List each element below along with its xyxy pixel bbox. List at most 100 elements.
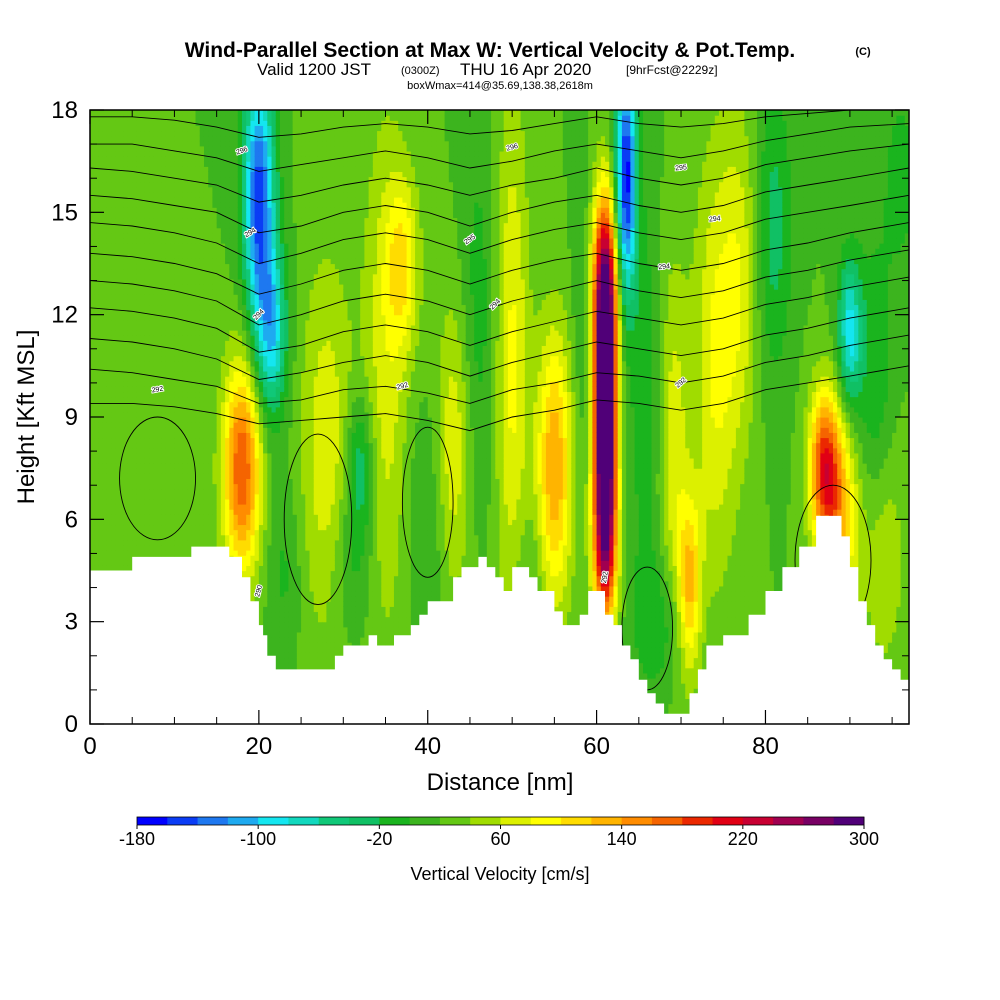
w-cell: [102, 555, 108, 561]
w-cell: [187, 248, 192, 254]
w-cell: [237, 289, 243, 295]
w-cell: [140, 550, 146, 556]
w-cell: [208, 227, 214, 234]
w-cell: [258, 283, 264, 290]
w-cell: [153, 186, 159, 193]
w-cell: [220, 156, 226, 162]
w-cell: [220, 473, 226, 479]
w-cell: [199, 161, 205, 167]
w-cell: [94, 550, 100, 556]
w-cell: [191, 381, 197, 387]
w-cell: [225, 319, 230, 326]
w-cell: [170, 550, 176, 556]
w-cell: [149, 447, 154, 454]
w-cell: [187, 156, 192, 162]
w-cell: [102, 135, 108, 142]
w-cell: [174, 335, 180, 341]
w-cell: [237, 110, 243, 116]
w-cell: [94, 196, 100, 203]
w-cell: [246, 304, 252, 311]
w-cell: [229, 529, 235, 536]
w-cell: [178, 376, 184, 382]
w-cell: [140, 422, 146, 428]
w-cell: [157, 509, 163, 515]
w-cell: [199, 145, 205, 152]
w-cell: [237, 370, 243, 377]
w-cell: [191, 207, 197, 213]
w-cell: [263, 596, 268, 602]
w-cell: [90, 125, 95, 132]
w-cell: [241, 529, 247, 536]
w-cell: [140, 432, 146, 439]
w-cell: [111, 483, 116, 490]
w-cell: [203, 463, 209, 469]
w-cell: [174, 452, 180, 459]
w-cell: [144, 478, 150, 485]
w-cell: [212, 498, 218, 505]
w-cell: [123, 437, 129, 444]
w-cell: [157, 294, 163, 300]
w-cell: [111, 442, 116, 449]
w-cell: [123, 181, 129, 188]
w-cell: [178, 452, 184, 459]
w-cell: [102, 253, 108, 259]
w-cell: [241, 406, 247, 413]
w-cell: [229, 120, 235, 126]
w-cell: [237, 498, 243, 505]
w-cell: [165, 248, 171, 254]
w-cell: [90, 524, 95, 531]
w-cell: [157, 248, 163, 254]
w-cell: [250, 565, 256, 572]
w-cell: [208, 422, 214, 428]
w-cell: [182, 227, 188, 234]
w-cell: [165, 509, 171, 515]
w-cell: [149, 130, 154, 137]
w-cell: [229, 539, 235, 546]
w-cell: [229, 110, 235, 116]
w-cell: [115, 186, 121, 193]
w-cell: [136, 406, 142, 413]
w-cell: [140, 544, 146, 551]
w-cell: [187, 171, 192, 178]
w-cell: [199, 186, 205, 193]
w-cell: [106, 309, 112, 316]
w-cell: [237, 386, 243, 393]
w-cell: [170, 468, 176, 474]
w-cell: [225, 294, 230, 300]
w-cell: [119, 350, 125, 357]
w-cell: [187, 447, 192, 454]
w-cell: [153, 145, 159, 152]
w-cell: [182, 289, 188, 295]
w-cell: [246, 539, 252, 546]
w-cell: [136, 161, 142, 167]
w-cell: [140, 289, 146, 295]
w-cell: [94, 237, 100, 244]
w-cell: [246, 181, 252, 188]
w-cell: [94, 381, 100, 387]
w-cell: [263, 585, 268, 592]
w-cell: [132, 509, 138, 515]
w-cell: [153, 314, 159, 321]
w-cell: [220, 411, 226, 418]
w-cell: [106, 544, 112, 551]
w-cell: [182, 324, 188, 331]
w-cell: [178, 273, 184, 280]
w-cell: [174, 503, 180, 510]
w-cell: [254, 278, 260, 285]
w-cell: [90, 140, 95, 147]
w-cell: [203, 391, 209, 398]
w-cell: [258, 442, 264, 449]
w-cell: [111, 417, 116, 423]
w-cell: [254, 468, 260, 474]
w-cell: [119, 289, 125, 295]
w-cell: [203, 278, 209, 285]
w-cell: [119, 207, 125, 213]
w-cell: [220, 529, 226, 536]
w-cell: [90, 156, 95, 162]
w-cell: [98, 115, 104, 121]
w-cell: [144, 432, 150, 439]
w-cell: [98, 386, 104, 393]
w-cell: [165, 391, 171, 398]
w-cell: [106, 176, 112, 183]
w-cell: [119, 227, 125, 234]
